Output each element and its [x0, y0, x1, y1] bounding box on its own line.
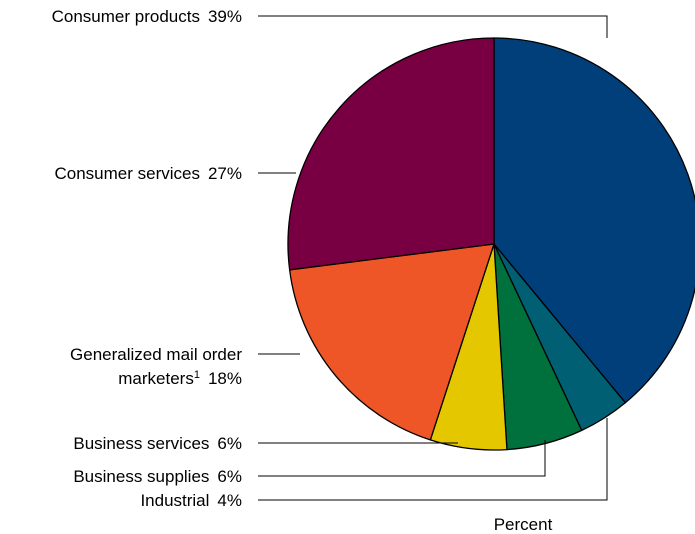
label-mail-order-line1: Generalized mail order	[70, 345, 242, 364]
leader-lines	[258, 15, 608, 501]
label-consumer-products: Consumer products 39%	[52, 7, 242, 26]
leader-business-supplies	[258, 440, 546, 477]
label-industrial: Industrial 4%	[140, 491, 242, 510]
leader-industrial	[258, 418, 608, 501]
label-business-services: Business services 6%	[73, 434, 242, 453]
label-consumer-services: Consumer services 27%	[54, 164, 242, 183]
footer-label-percent: Percent	[494, 515, 553, 534]
pie-slice-generalized-mail-order-marketers	[288, 243, 495, 441]
pie-slices	[287, 37, 695, 451]
pie-slice-consumer-services	[287, 37, 495, 271]
leader-consumer-products	[258, 15, 608, 38]
slice-labels: Consumer products 39% Consumer services 27…	[52, 7, 553, 534]
label-business-supplies: Business supplies 6%	[73, 467, 242, 486]
pie-slice-consumer-products	[493, 37, 695, 404]
label-mail-order-line2: marketers1 18%	[118, 369, 242, 388]
